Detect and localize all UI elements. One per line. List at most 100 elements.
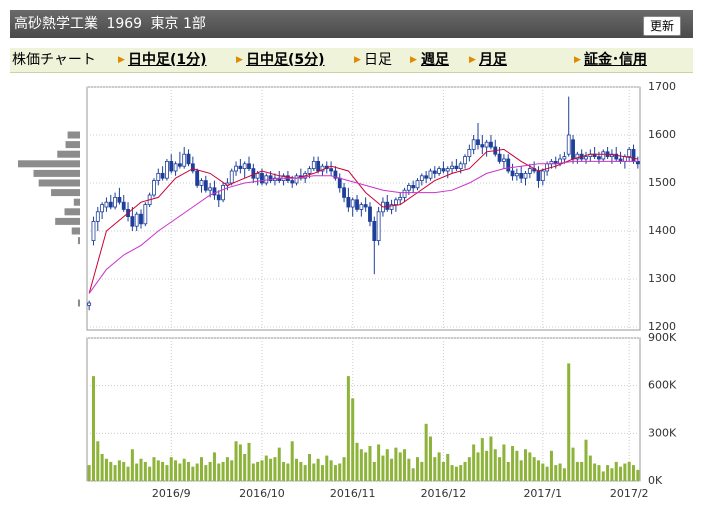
volume-bar	[433, 457, 437, 481]
company: 高砂熱学工業	[14, 16, 98, 32]
candle-body	[411, 184, 416, 189]
volume-bar	[113, 465, 117, 481]
volume-bar	[454, 466, 458, 481]
candle-body	[562, 156, 567, 160]
volume-bar	[606, 465, 610, 481]
volume-bar	[178, 463, 182, 481]
volume-bar	[593, 463, 597, 481]
candle-body	[415, 180, 420, 189]
volume-bar	[269, 458, 273, 481]
candle-body	[622, 156, 627, 162]
tab[interactable]: 月足	[479, 52, 507, 68]
volume-bar	[329, 460, 333, 481]
volume-bar	[182, 458, 186, 481]
volume-bar	[614, 461, 618, 481]
volume-bar	[636, 469, 640, 481]
tab[interactable]: 週足	[421, 52, 449, 68]
candle-body	[234, 165, 238, 172]
volume-bar	[441, 461, 445, 481]
price-volume-bar	[67, 131, 80, 139]
volume-bar	[549, 450, 553, 481]
volume-bar	[212, 452, 216, 481]
candle-body	[333, 170, 338, 179]
candle-body	[177, 163, 182, 167]
candle-body	[363, 204, 368, 208]
candle-body	[597, 156, 601, 160]
candle-body	[389, 204, 394, 210]
volume-bar	[472, 444, 476, 481]
price-volume-bar	[51, 189, 80, 197]
volume-bar	[264, 455, 268, 481]
volume-bar	[498, 457, 502, 481]
volume-bar	[139, 458, 143, 481]
candle-body	[445, 168, 450, 172]
volume-bar	[87, 465, 91, 481]
volume-bar	[230, 460, 234, 481]
volume-bar	[100, 453, 104, 481]
candle-body	[251, 168, 256, 179]
volume-bar	[415, 457, 420, 481]
y-tick-label: 1700	[648, 80, 676, 93]
candle-body	[199, 180, 204, 186]
candle-body	[221, 184, 226, 201]
volume-bar	[597, 465, 601, 481]
price-volume-bar	[77, 299, 80, 307]
candle-body	[463, 156, 467, 165]
volume-bar	[251, 463, 255, 481]
volume-bar	[364, 452, 368, 481]
volume-bar	[312, 463, 316, 481]
candle-body	[575, 153, 580, 160]
volume-bar	[515, 450, 519, 481]
candle-body	[104, 201, 109, 208]
volume-bar	[532, 457, 536, 481]
volume-bar	[342, 457, 346, 481]
candle-body	[419, 175, 424, 182]
volume-bar	[260, 460, 264, 481]
tab[interactable]: 日中足(1分)	[128, 52, 207, 68]
tab[interactable]: 日中足(5分)	[246, 52, 325, 68]
volume-bar	[562, 468, 566, 481]
candle-body	[359, 204, 364, 210]
volume-bar	[619, 466, 623, 481]
refresh-button[interactable]: 更新	[642, 16, 681, 36]
x-tick-label: 2016/12	[421, 487, 467, 500]
candle-body	[173, 163, 178, 172]
volume-bar	[225, 457, 229, 481]
x-tick-label: 2016/10	[239, 487, 285, 500]
volume-bar	[381, 455, 385, 481]
candle-body	[238, 165, 243, 169]
candle-body	[316, 160, 321, 172]
candle-body	[182, 153, 187, 167]
volume-bar	[256, 461, 260, 481]
candle-body	[156, 172, 161, 181]
tab[interactable]: 証金･信用	[584, 52, 647, 68]
volume-bar	[424, 423, 428, 481]
candle-body	[476, 139, 480, 146]
candle-body	[113, 196, 117, 208]
candle-body	[247, 163, 251, 170]
candle-body	[536, 170, 541, 181]
x-tick-label: 2017/1	[523, 487, 562, 500]
volume-bar	[290, 441, 294, 481]
candle-body	[130, 216, 135, 227]
candle-body	[480, 144, 485, 148]
volume-bar	[325, 455, 329, 481]
candle-body	[143, 204, 148, 225]
y-tick-label: 0K	[648, 474, 663, 487]
volume-bar	[243, 453, 247, 481]
volume-bar	[96, 441, 100, 481]
candle-body	[631, 148, 636, 162]
volume-bar	[368, 446, 372, 481]
volume-bar	[437, 452, 441, 481]
volume-bar	[506, 461, 510, 481]
candle-body	[471, 139, 476, 150]
volume-bar	[346, 376, 350, 481]
volume-bar	[493, 449, 497, 481]
candle-body	[165, 160, 169, 179]
volume-bar	[143, 461, 147, 481]
volume-bar	[541, 463, 545, 481]
candle-body	[152, 180, 156, 196]
candle-body	[501, 158, 506, 162]
y-tick-label: 900K	[648, 331, 677, 344]
